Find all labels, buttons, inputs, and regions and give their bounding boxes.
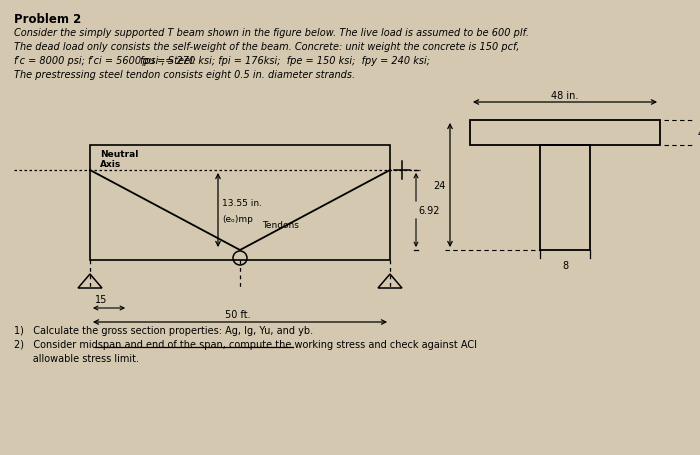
Text: Problem 2: Problem 2 [14, 13, 81, 26]
Text: 15: 15 [95, 294, 107, 304]
Text: 4: 4 [698, 129, 700, 139]
Text: The dead load only consists the self-weight of the beam. Concrete: unit weight t: The dead load only consists the self-wei… [14, 42, 519, 52]
Text: Neutral: Neutral [100, 150, 139, 159]
Text: 6.92: 6.92 [418, 206, 440, 216]
Text: The prestressing steel tendon consists eight 0.5 in. diameter strands.: The prestressing steel tendon consists e… [14, 70, 355, 80]
Text: fpu: fpu [139, 56, 155, 66]
Text: 8: 8 [562, 260, 568, 270]
Text: 50 ft.: 50 ft. [225, 309, 251, 319]
Text: 2)   Consider midspan and end of the span, compute the working stress and check : 2) Consider midspan and end of the span,… [14, 339, 477, 349]
Text: == 270 ksi; fpi = 176ksi;  fpe = 150 ksi;  fpy = 240 ksi;: == 270 ksi; fpi = 176ksi; fpe = 150 ksi;… [154, 56, 430, 66]
Bar [470, 121, 660, 146]
Bar [540, 146, 590, 250]
Text: 24: 24 [433, 181, 446, 191]
Text: Tendons: Tendons [262, 220, 299, 229]
Text: Axis: Axis [100, 160, 121, 169]
Bar [90, 146, 390, 260]
Text: 48 in.: 48 in. [552, 91, 579, 101]
Text: (eₒ)mp: (eₒ)mp [222, 214, 253, 223]
Text: Consider the simply supported T beam shown in the figure below. The live load is: Consider the simply supported T beam sho… [14, 28, 529, 38]
Text: allowable stress limit.: allowable stress limit. [14, 353, 139, 363]
Text: f′c = 8000 psi; f′ci = 5600 psi ; Steel:: f′c = 8000 psi; f′ci = 5600 psi ; Steel: [14, 56, 202, 66]
Text: 1)   Calculate the gross section properties: Ag, Ig, Yu, and yb.: 1) Calculate the gross section propertie… [14, 325, 313, 335]
Text: 13.55 in.: 13.55 in. [222, 198, 262, 207]
